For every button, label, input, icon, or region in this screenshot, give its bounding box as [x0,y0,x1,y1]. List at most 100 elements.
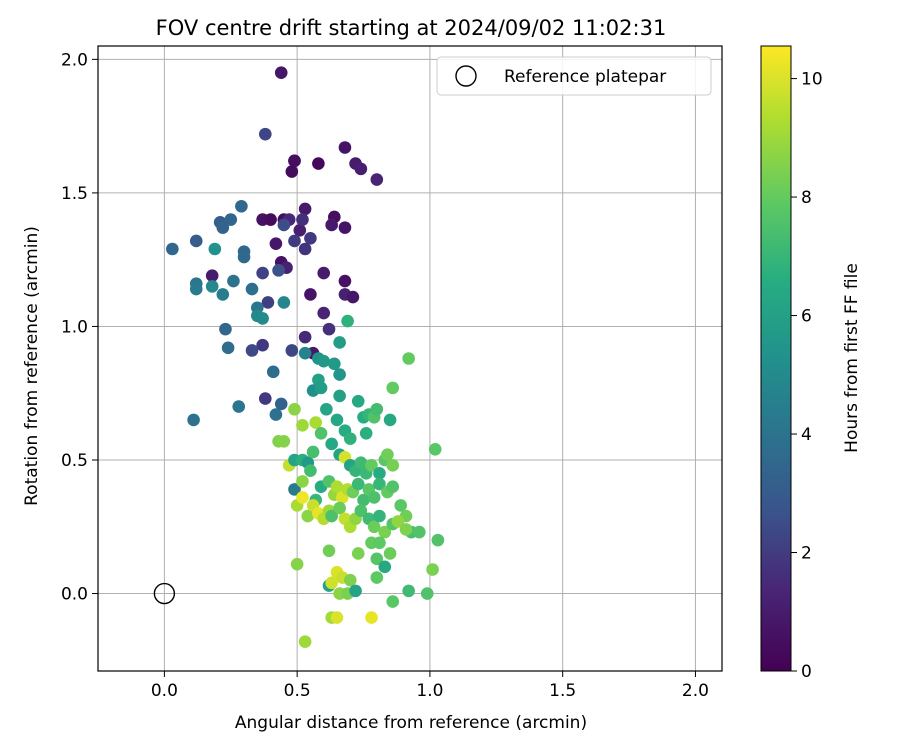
x-axis-ticks: 0.0 0.5 1.0 1.5 2.0 [151,671,709,701]
data-point [312,157,325,170]
data-point [428,443,442,456]
x-tick-label: 1.5 [549,681,576,701]
data-point [333,368,346,381]
y-tick-label: 1.0 [61,317,88,337]
data-point [301,509,315,523]
legend-box [436,56,712,96]
y-tick-label: 2.0 [61,50,88,70]
data-point [187,413,200,427]
legend: Reference platepar [436,56,712,96]
data-point [373,509,386,523]
data-point [383,413,397,427]
data-point [351,394,365,408]
data-point [261,296,275,309]
colorbar-ticks: 0 2 4 6 8 10 [791,70,823,682]
data-point [285,165,299,178]
colorbar-tick-label: 4 [801,425,812,445]
data-point [296,213,309,226]
data-point [322,544,336,558]
data-point [381,448,394,461]
data-point [274,397,288,411]
legend-reference-marker [455,65,477,87]
data-point [221,341,235,355]
colorbar: 0 2 4 6 8 10 Hours from first FF file [760,45,862,682]
x-tick-label: 0.0 [151,681,178,701]
data-point [320,402,333,416]
data-point [351,477,365,491]
data-point [208,242,222,256]
data-point [216,288,230,301]
data-point [359,426,373,440]
data-point [354,456,368,469]
data-point [399,523,413,536]
colorbar-tick-label: 6 [801,307,812,327]
data-point [357,493,370,507]
data-point [365,611,378,624]
data-point [367,491,381,504]
data-point [338,141,352,154]
y-tick-label: 0.0 [61,585,88,605]
data-point [224,213,238,226]
data-point [317,266,331,280]
data-point [309,416,323,429]
data-point [365,459,378,472]
y-tick-label: 0.5 [61,451,88,471]
data-point [205,280,219,293]
data-point [166,242,179,256]
reference-platepar-marker [153,582,176,605]
data-point [298,330,312,344]
data-point [296,491,309,504]
data-point [343,573,357,587]
data-point [330,480,344,494]
data-point [264,213,277,226]
data-point [373,536,386,550]
data-point [420,587,434,600]
data-point [314,426,328,440]
y-axis-label: Rotation from reference (arcmin) [22,226,42,506]
data-point [258,392,272,405]
data-point [338,274,352,288]
data-point [189,234,203,248]
data-point [325,576,338,590]
data-point [386,381,400,395]
data-point [349,584,362,598]
data-point [288,154,301,168]
data-point [258,127,272,141]
data-point [256,338,269,352]
data-point [431,533,445,547]
data-point [245,344,259,357]
data-point [296,475,309,488]
data-point [232,400,246,413]
reference-marker-layer [153,582,176,605]
data-point [317,354,331,368]
data-point [277,296,291,309]
data-point [269,237,283,250]
y-axis-ticks: 0.0 0.5 1.0 1.5 2.0 [61,50,98,605]
data-point [298,242,312,256]
data-point [237,250,251,264]
data-point [325,509,338,523]
x-axis-label: Angular distance from reference (arcmin) [235,713,587,733]
x-tick-label: 0.5 [284,681,311,701]
data-point [367,520,381,534]
data-point [266,365,280,379]
data-point [426,563,439,576]
data-point [317,306,331,320]
data-point [298,346,312,360]
data-point [314,381,328,395]
data-point [205,269,219,283]
data-point [227,274,240,288]
data-point [378,560,392,574]
data-point [288,234,301,248]
data-point [383,547,397,560]
colorbar-tick-label: 2 [801,544,812,564]
data-point [328,357,341,371]
data-point [394,499,408,512]
data-point [373,467,386,480]
data-point [386,595,400,608]
data-point [351,547,365,560]
data-point [322,322,336,336]
data-point [304,288,317,301]
data-points [166,66,445,648]
